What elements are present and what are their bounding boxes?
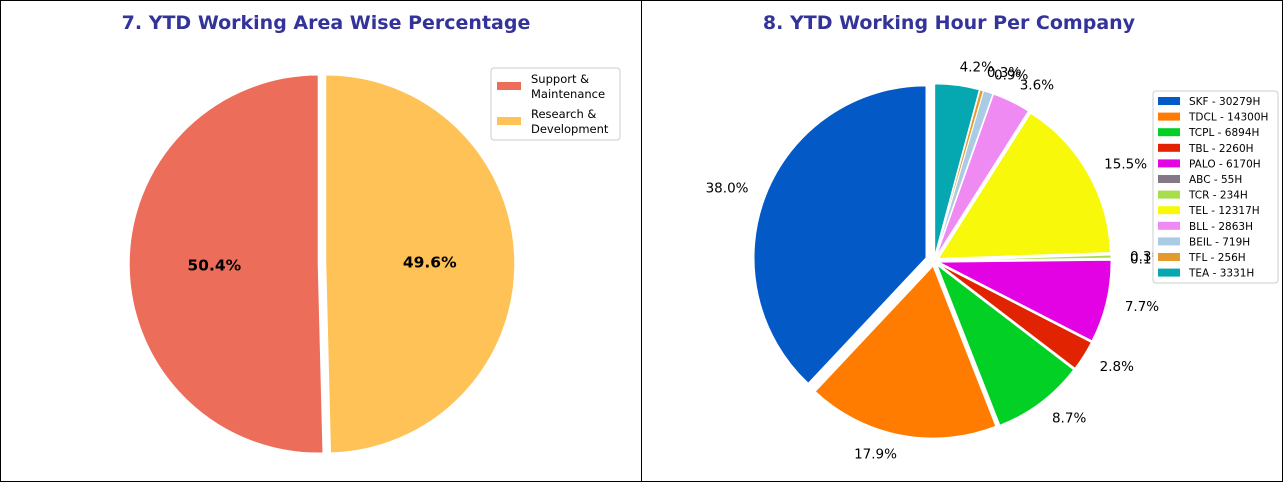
pie-slice-tea-3331h <box>934 83 980 257</box>
legend: SKF - 30279H TDCL - 14300H TCPL - 6894H TBL… <box>1152 90 1279 284</box>
slice-pct-label: 50.4% <box>187 256 241 274</box>
legend-label: TEL - 12317H <box>1188 205 1260 217</box>
legend-swatch <box>1158 128 1180 137</box>
chart-title: 8. YTD Working Hour Per Company <box>763 12 1136 34</box>
legend-label: Support & <box>531 72 589 86</box>
slice-pct-label: 17.9% <box>854 447 897 463</box>
legend-swatch <box>497 117 521 125</box>
legend-swatch <box>497 82 521 90</box>
slice-pct-label: 38.0% <box>706 181 749 197</box>
slice-pct-label: 0.3% <box>987 65 1021 81</box>
legend-label: TEA - 3331H <box>1188 268 1254 280</box>
legend-swatch <box>1158 112 1180 121</box>
slice-pct-label: 4.2% <box>960 60 994 76</box>
legend-label: ABC - 55H <box>1189 174 1242 186</box>
legend-swatch <box>1158 221 1180 230</box>
pie-slice-tfl-256h <box>934 89 985 257</box>
legend-label: TCPL - 6894H <box>1188 127 1259 139</box>
chart-title: 7. YTD Working Area Wise Percentage <box>122 12 531 34</box>
legend-swatch <box>1158 97 1180 105</box>
legend-swatch <box>1158 237 1180 246</box>
legend-label: SKF - 30279H <box>1189 96 1260 108</box>
pie-slice-tbl-2260h <box>938 263 1092 370</box>
slice-pct-label: 2.8% <box>1100 359 1134 375</box>
pie-slice-tcr-234h <box>939 254 1112 262</box>
pie-slice-palo-6170h <box>938 259 1112 342</box>
slice-pct-label: 8.7% <box>1052 411 1086 427</box>
legend-label: TFL - 256H <box>1188 252 1246 264</box>
legend-label: Maintenance <box>531 87 605 101</box>
legend-swatch <box>1158 268 1180 277</box>
legend-label: TDCL - 14300H <box>1188 112 1268 124</box>
legend-frame <box>1152 90 1279 284</box>
chart-panel-company: 8. YTD Working Hour Per Company 38.0% 17.… <box>641 0 1283 482</box>
legend-swatch <box>1158 253 1180 261</box>
pie-slice-skf-30279h <box>753 85 927 384</box>
legend: Support &Maintenance Research &Developmen… <box>490 67 621 141</box>
legend-frame <box>490 67 621 141</box>
pie-slice-tcpl-6894h <box>935 263 1075 426</box>
legend-swatch <box>1158 206 1180 215</box>
slice-pct-label: 7.7% <box>1125 299 1159 315</box>
legend-swatch <box>1158 175 1180 183</box>
slice-pct-label: 15.5% <box>1104 157 1147 173</box>
legend-label: BLL - 2863H <box>1189 221 1253 233</box>
legend-label: BEIL - 719H <box>1189 236 1250 248</box>
pie-slice-support-maintenance <box>128 74 324 454</box>
legend-label: Research & <box>531 107 596 121</box>
pie-slice-research-development <box>325 74 516 454</box>
legend-label: TBL - 2260H <box>1188 143 1254 155</box>
area-pie-chart: 7. YTD Working Area Wise Percentage 50.4… <box>122 12 621 454</box>
company-hours-pie-chart: 8. YTD Working Hour Per Company 38.0% 17.… <box>706 12 1279 463</box>
legend-swatch <box>1158 159 1180 168</box>
legend-swatch <box>1158 190 1180 199</box>
legend-label: Development <box>531 122 609 136</box>
legend-swatch <box>1158 143 1180 152</box>
slice-pct-label: 49.6% <box>403 254 457 272</box>
pie-slice-bll-2863h <box>935 93 1030 257</box>
pie-slice-tel-12317h <box>937 112 1111 259</box>
legend-label: PALO - 6170H <box>1189 158 1261 170</box>
chart-panel-area: 7. YTD Working Area Wise Percentage 50.4… <box>0 0 642 482</box>
legend-label: TCR - 234H <box>1188 190 1248 202</box>
slice-pct-label: 0.9% <box>994 67 1028 83</box>
slice-pct-label: 3.6% <box>1020 78 1054 94</box>
pie-slice-tdcl-14300h <box>814 265 997 439</box>
